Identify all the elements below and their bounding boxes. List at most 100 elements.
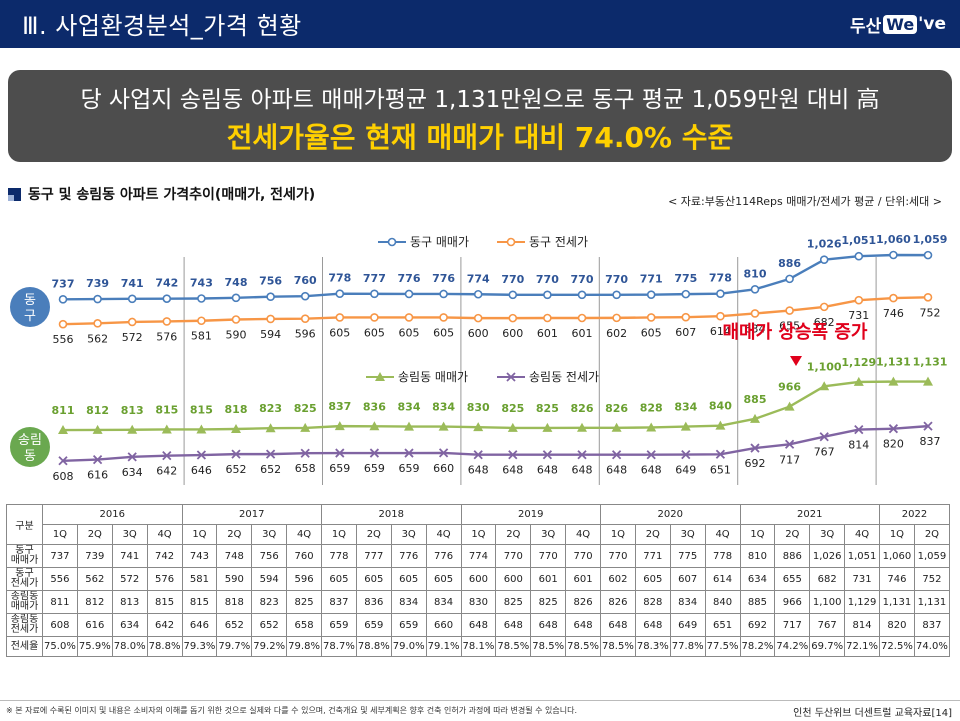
data-label-2: 825 <box>501 402 524 415</box>
data-point-2 <box>853 376 864 386</box>
table-cell: 651 <box>704 613 741 637</box>
data-label-2: 966 <box>778 381 801 394</box>
table-cell: 78.5% <box>600 636 636 657</box>
data-point-1 <box>404 313 414 322</box>
data-label-3: 634 <box>122 466 143 479</box>
data-label-2: 812 <box>86 404 109 417</box>
table-year-cell: 2017 <box>181 504 322 525</box>
table-cell: 78.1% <box>460 636 497 657</box>
table-cell: 642 <box>146 613 183 637</box>
table-cell: 600 <box>460 567 497 591</box>
data-point-0 <box>819 255 829 264</box>
data-point-2 <box>646 422 657 432</box>
table-cell: 815 <box>146 590 183 614</box>
table-cell: 770 <box>600 544 636 568</box>
table-cell: 648 <box>530 613 567 637</box>
table-cell: 608 <box>42 613 78 637</box>
data-label-3: 814 <box>848 439 869 452</box>
table-row: 송림동 전세가 608 616 634 642 646 652 652 658 659 659 659 6… <box>6 613 951 637</box>
table-cell: 826 <box>600 590 636 614</box>
data-point-3 <box>58 456 68 466</box>
table-cell: 775 <box>669 544 706 568</box>
group-badge-label: 구 <box>24 309 36 324</box>
legend-donggu-sale-text: 동구 매매가 <box>410 235 469 249</box>
table-cell: 572 <box>111 567 148 591</box>
table-cell: 1,026 <box>809 544 846 568</box>
data-label-3: 767 <box>814 446 835 459</box>
data-point-0 <box>612 290 621 300</box>
table-cell: 820 <box>879 613 915 637</box>
data-label-3: 692 <box>745 457 766 470</box>
table-cell: 770 <box>530 544 567 568</box>
table-cell: 814 <box>844 613 880 637</box>
table-quarter-cell: 2Q <box>774 524 811 545</box>
table-quarter-cell: 2Q <box>355 524 392 545</box>
data-point-1 <box>889 293 898 303</box>
footer: ※ 본 자료에 수록된 이미지 및 내용은 소비자의 이해를 돕기 위한 것으로… <box>0 700 960 721</box>
data-label-1: 600 <box>468 327 489 340</box>
data-point-0 <box>923 250 933 260</box>
data-point-0 <box>750 285 760 294</box>
table-cell: 605 <box>321 567 357 591</box>
data-label-1: 605 <box>364 326 385 339</box>
data-label-0: 1,060 <box>876 233 911 246</box>
data-label-3: 648 <box>606 464 627 477</box>
table-cell: 752 <box>913 567 951 591</box>
row-header-line-2: 매매가 <box>10 601 39 612</box>
table-cell: 590 <box>216 567 253 591</box>
table-cell: 77.5% <box>704 636 741 657</box>
table-quarter-cell: 2Q <box>76 524 113 545</box>
data-label-0: 776 <box>432 272 455 285</box>
table-quarter-cell: 2Q <box>913 524 951 545</box>
data-label-0: 770 <box>501 273 524 286</box>
table-cell: 748 <box>216 544 253 568</box>
data-point-3 <box>438 448 449 458</box>
table-year-cell: 2016 <box>42 504 183 525</box>
data-label-3: 659 <box>329 462 350 475</box>
table-cell: 601 <box>565 567 601 591</box>
data-label-2: 826 <box>571 402 594 415</box>
data-point-3 <box>611 450 622 460</box>
data-point-2 <box>300 422 311 432</box>
table-cell: 811 <box>42 590 78 614</box>
data-label-0: 771 <box>640 273 663 286</box>
data-point-1 <box>266 314 275 324</box>
data-label-0: 770 <box>605 273 628 286</box>
data-point-1 <box>335 313 345 322</box>
data-point-0 <box>162 294 172 303</box>
data-label-1: 746 <box>883 307 904 320</box>
row-header-line-1: 동구 <box>15 545 34 556</box>
data-label-0: 743 <box>190 277 213 290</box>
data-point-2 <box>92 424 103 434</box>
data-point-1 <box>577 313 587 323</box>
data-point-1 <box>473 313 483 323</box>
data-point-0 <box>404 289 414 299</box>
data-label-2: 1,131 <box>913 356 948 369</box>
headline-line-2: 전세가율은 현재 매매가 대비 74.0% 수준 <box>226 121 734 154</box>
table-cell: 602 <box>600 567 636 591</box>
table-cell: 774 <box>460 544 497 568</box>
table-cell: 717 <box>774 613 811 637</box>
data-label-1: 600 <box>502 327 523 340</box>
data-label-1: 605 <box>641 326 662 339</box>
data-point-2 <box>611 422 622 432</box>
row-header-line-1: 송림동 <box>10 614 39 625</box>
data-label-1: 562 <box>87 332 108 345</box>
table-cell: 78.7% <box>321 636 357 657</box>
table-cell: 1,100 <box>809 590 846 614</box>
data-label-1: 601 <box>572 327 593 340</box>
table-cell: 601 <box>530 567 567 591</box>
data-label-2: 818 <box>225 403 248 416</box>
data-point-1 <box>785 306 794 315</box>
table-cell: 826 <box>565 590 601 614</box>
data-point-1 <box>681 312 691 322</box>
table-cell: 682 <box>809 567 846 591</box>
data-point-0 <box>266 292 275 302</box>
table-cell: 634 <box>111 613 148 637</box>
data-label-3: 648 <box>572 464 593 477</box>
data-label-3: 659 <box>364 462 385 475</box>
data-point-1 <box>923 292 933 302</box>
data-point-2 <box>750 413 760 423</box>
data-label-0: 777 <box>363 272 386 285</box>
data-label-2: 815 <box>190 403 213 416</box>
